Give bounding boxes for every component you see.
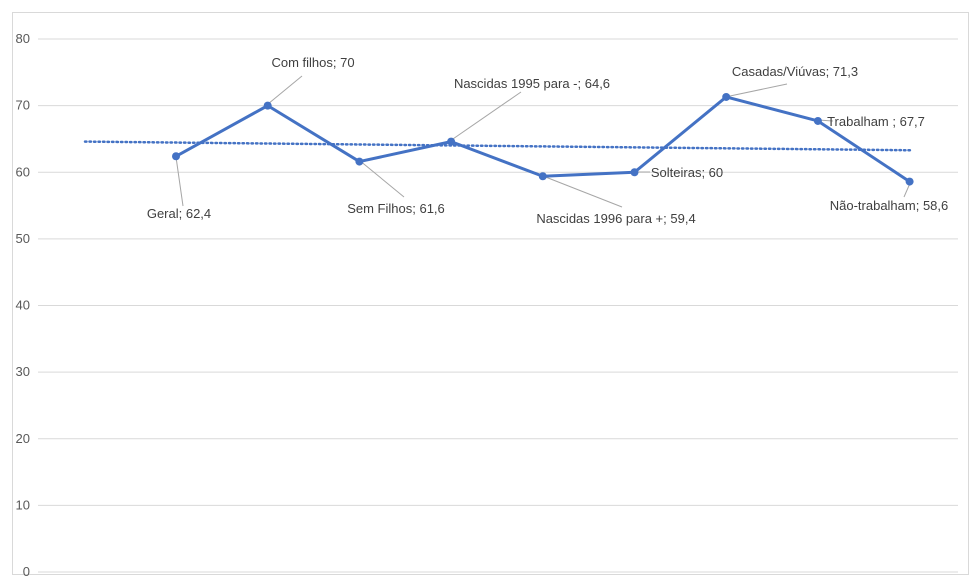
y-axis-ticks: 0 10 20 30 40 50 60 70 80 <box>16 31 30 577</box>
data-point <box>355 157 364 166</box>
y-tick-label: 60 <box>16 164 30 179</box>
data-point <box>172 152 180 161</box>
data-label: Sem Filhos; 61,6 <box>347 201 445 216</box>
y-tick-label: 50 <box>16 231 30 246</box>
y-tick-label: 30 <box>16 364 30 379</box>
data-label: Trabalham ; 67,7 <box>827 114 925 129</box>
data-label: Geral; 62,4 <box>147 206 211 221</box>
data-point <box>722 92 731 101</box>
data-point <box>813 116 822 125</box>
trendline <box>83 140 913 152</box>
trendline-layer <box>83 140 913 152</box>
data-points <box>172 92 914 186</box>
leader-line <box>729 83 788 97</box>
data-point <box>263 101 272 110</box>
y-tick-label: 80 <box>16 31 30 46</box>
data-point <box>630 168 639 177</box>
leader-line <box>358 159 405 198</box>
data-label: Com filhos; 70 <box>271 55 354 70</box>
y-tick-label: 10 <box>16 497 30 512</box>
series-line <box>175 95 911 183</box>
leader-line <box>449 91 522 142</box>
data-label: Solteiras; 60 <box>651 165 723 180</box>
data-point <box>905 177 914 186</box>
leader-line <box>175 156 184 207</box>
leader-lines <box>175 75 912 208</box>
data-label: Não-trabalham; 58,6 <box>830 198 949 213</box>
leader-line <box>267 75 303 105</box>
y-tick-label: 70 <box>16 98 30 113</box>
leader-line <box>542 175 623 208</box>
y-tick-label: 40 <box>16 298 30 313</box>
series-layer <box>175 95 911 183</box>
data-label: Nascidas 1995 para -; 64,6 <box>454 76 610 91</box>
data-point <box>447 137 456 146</box>
data-label: Nascidas 1996 para +; 59,4 <box>536 211 695 226</box>
y-tick-label: 20 <box>16 431 30 446</box>
gridlines <box>38 38 958 573</box>
y-tick-label: 0 <box>23 564 30 577</box>
data-point <box>538 172 547 181</box>
data-labels: Geral; 62,4 Com filhos; 70 Sem Filhos; 61,… <box>147 55 948 226</box>
data-label: Casadas/Viúvas; 71,3 <box>732 64 858 79</box>
